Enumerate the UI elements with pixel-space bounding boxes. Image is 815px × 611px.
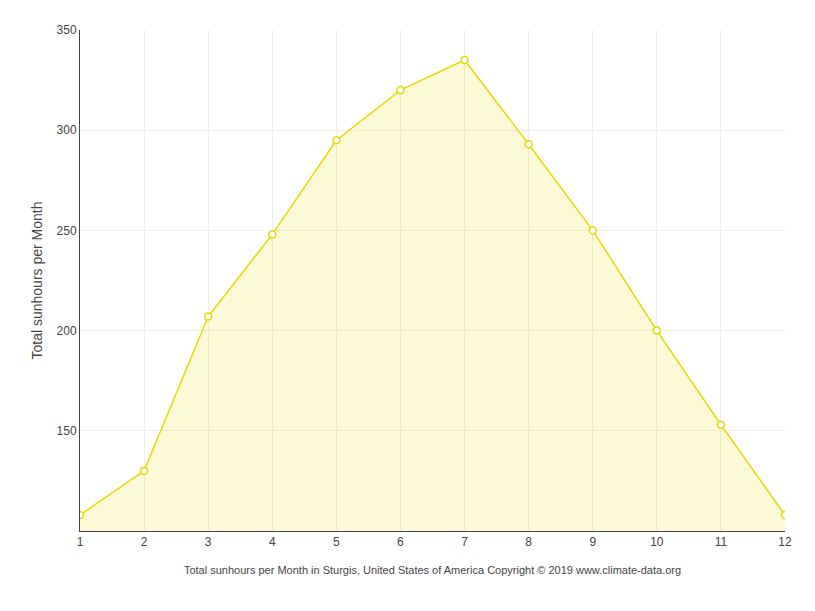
svg-text:150: 150: [57, 424, 77, 438]
svg-text:250: 250: [57, 224, 77, 238]
svg-text:2: 2: [141, 535, 148, 549]
svg-text:12: 12: [778, 535, 792, 549]
svg-text:1: 1: [77, 535, 84, 549]
svg-text:350: 350: [57, 23, 77, 37]
svg-text:9: 9: [589, 535, 596, 549]
svg-text:3: 3: [205, 535, 212, 549]
svg-text:Total sunhours per Month: Total sunhours per Month: [29, 202, 45, 360]
svg-text:4: 4: [269, 535, 276, 549]
svg-text:7: 7: [461, 535, 468, 549]
svg-text:8: 8: [525, 535, 532, 549]
svg-text:200: 200: [57, 324, 77, 338]
svg-text:10: 10: [650, 535, 664, 549]
svg-text:6: 6: [397, 535, 404, 549]
svg-text:11: 11: [715, 535, 728, 549]
svg-text:Total sunhours per Month in St: Total sunhours per Month in Sturgis, Uni…: [184, 564, 681, 576]
svg-text:300: 300: [57, 123, 77, 137]
svg-text:5: 5: [333, 535, 340, 549]
